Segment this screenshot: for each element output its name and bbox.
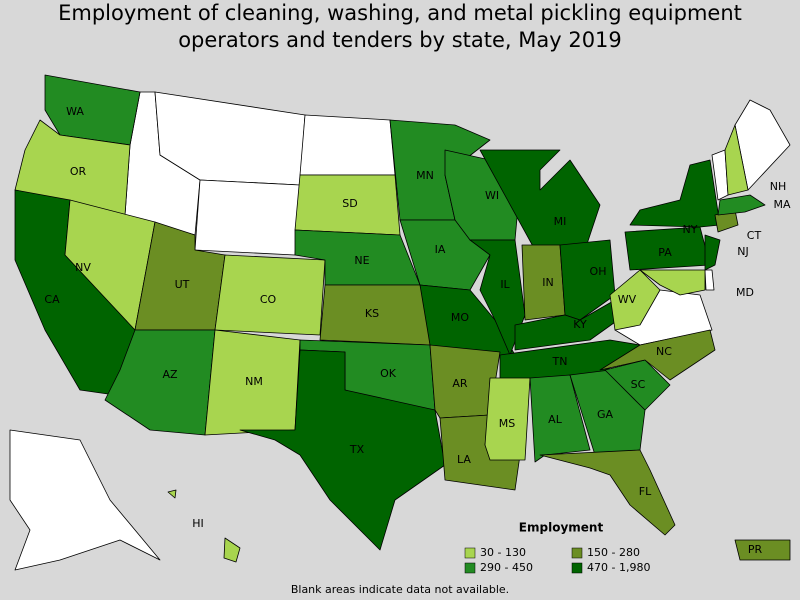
state [724, 124, 749, 196]
state-label: NM [245, 375, 263, 388]
state-label: OR [70, 165, 87, 178]
state-label: CO [260, 293, 277, 306]
state-label: FL [639, 485, 652, 498]
state-label: MD [736, 286, 754, 299]
state [484, 377, 531, 461]
state-label: HI [192, 517, 204, 530]
note: Blank areas indicate data not available. [291, 583, 509, 596]
legend-label: 470 - 1,980 [587, 561, 650, 574]
state-label: OK [380, 367, 397, 380]
state-label: NC [656, 345, 672, 358]
state-label: KY [573, 318, 587, 331]
state [734, 539, 791, 561]
state-label: IN [542, 276, 553, 289]
legend-swatch [571, 547, 583, 559]
state [167, 489, 177, 499]
state-label: MS [499, 417, 515, 430]
legend-title: Employment [519, 521, 604, 535]
state-label: AR [452, 377, 468, 390]
state-label: UT [175, 278, 190, 291]
state-label: MO [451, 311, 469, 324]
state-label: WV [618, 293, 637, 306]
state [629, 159, 721, 228]
state-label: SC [631, 378, 646, 391]
state-labels: WA OR CA NV UT CO AZ NM SD NE KS OK TX MN IA MO AR LA WI IL… [44, 105, 791, 556]
state-label: AZ [162, 368, 178, 381]
state-blank [9, 429, 161, 571]
state [214, 254, 326, 336]
state [717, 194, 766, 216]
title-line: Employment of cleaning, washing, and met… [58, 1, 742, 25]
state-label: IL [500, 278, 510, 291]
state-label: OH [590, 265, 607, 278]
state [529, 374, 591, 463]
state-label: MN [416, 169, 434, 182]
state [559, 239, 616, 321]
state-label: WA [66, 105, 84, 118]
state [609, 269, 661, 331]
state [639, 269, 706, 296]
legend: 30 - 130 150 - 280 290 - 450 470 - 1,980 [464, 546, 650, 574]
state-label: CA [44, 293, 60, 306]
legend-swatch [464, 547, 476, 559]
state-label: MA [773, 198, 790, 211]
state [469, 239, 526, 356]
state-label: GA [597, 408, 614, 421]
legend-swatch [464, 562, 476, 574]
state-label: WI [485, 189, 499, 202]
state-label: KS [365, 307, 379, 320]
state-label: IA [435, 243, 446, 256]
state-label: MI [554, 215, 567, 228]
state-blank [704, 269, 715, 291]
legend-label: 290 - 450 [480, 561, 533, 574]
state-label: CT [747, 229, 762, 242]
state [239, 349, 446, 551]
state-label: PA [658, 246, 672, 259]
state-label: TX [349, 443, 365, 456]
legend-label: 150 - 280 [587, 546, 640, 559]
state-label: NE [354, 254, 369, 267]
state [539, 449, 676, 536]
state-label: NH [770, 180, 787, 193]
blank-states [9, 91, 791, 571]
title-line: operators and tenders by state, May 2019 [178, 28, 622, 52]
state [704, 234, 721, 271]
state-label: NY [683, 223, 698, 236]
state-label: LA [457, 453, 471, 466]
legend-label: 30 - 130 [480, 546, 526, 559]
state-label: TN [552, 355, 568, 368]
state-label: NJ [737, 245, 748, 258]
state-label: PR [748, 543, 763, 556]
state-blank [194, 179, 301, 256]
state [599, 329, 716, 381]
state-label: NV [75, 261, 91, 274]
state-blank [299, 114, 396, 176]
state-label: SD [342, 197, 357, 210]
states [14, 74, 791, 563]
legend-swatch [571, 562, 583, 574]
state [223, 537, 241, 563]
state-label: AL [548, 413, 563, 426]
